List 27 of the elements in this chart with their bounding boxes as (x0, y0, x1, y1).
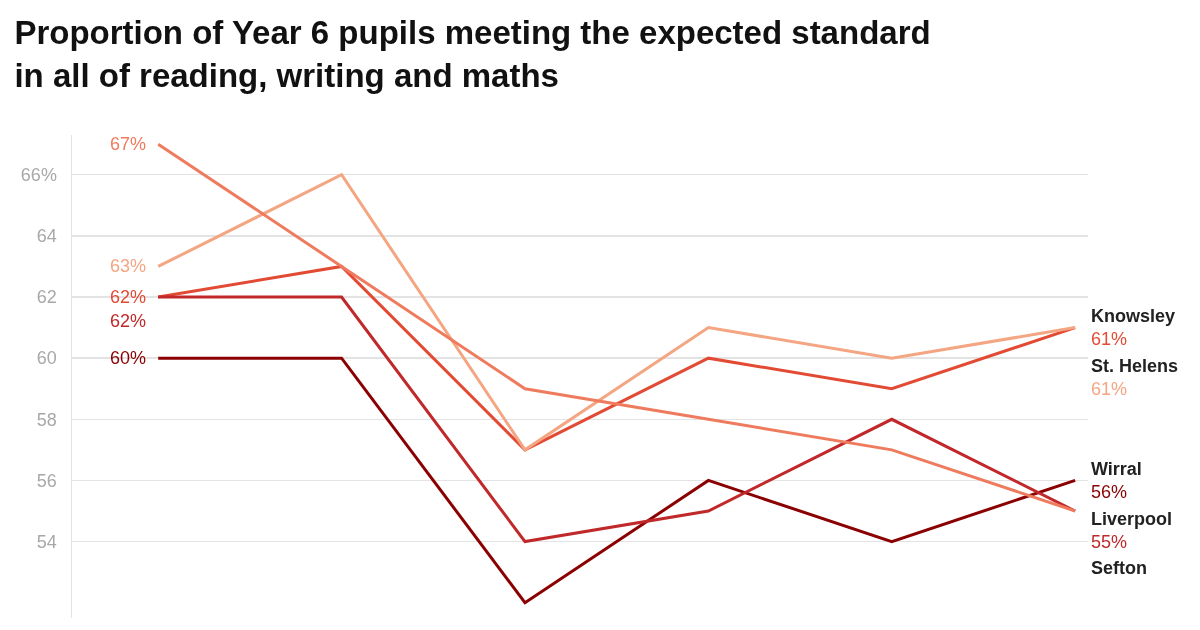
series-label: Wirral (1091, 459, 1142, 479)
y-tick-label: 56 (36, 470, 57, 491)
data-label: 61% (1091, 379, 1128, 400)
data-label: 62% (110, 311, 147, 331)
data-label: 61% (1091, 329, 1128, 350)
line-series (156, 142, 1077, 513)
series-label: Knowsley (1091, 306, 1176, 326)
y-tick-label: 64 (36, 226, 57, 247)
series-label: Liverpool (1091, 509, 1173, 529)
line-series (156, 173, 1077, 452)
y-tick-label: 60 (36, 348, 57, 369)
chart-title: Proportion of Year 6 pupils meeting the expected standard in all of reading, writing and maths (14, 14, 931, 94)
line-series (156, 295, 1077, 544)
line-series (156, 264, 1077, 452)
line-series (156, 356, 1077, 605)
y-tick-label: 54 (36, 531, 57, 552)
data-label: 56% (1091, 482, 1128, 503)
data-label: 55% (1091, 532, 1128, 553)
text: Sefton (1091, 558, 1147, 578)
y-tick-label: 66% (20, 165, 57, 186)
y-tick-label: 62 (36, 287, 57, 308)
data-label: 62% (110, 287, 147, 307)
series-label: St. Helens (1091, 356, 1179, 376)
data-label: 60% (110, 348, 147, 368)
y-tick-label: 58 (36, 409, 57, 430)
data-label: 67% (110, 134, 147, 154)
data-label: 63% (110, 256, 147, 276)
